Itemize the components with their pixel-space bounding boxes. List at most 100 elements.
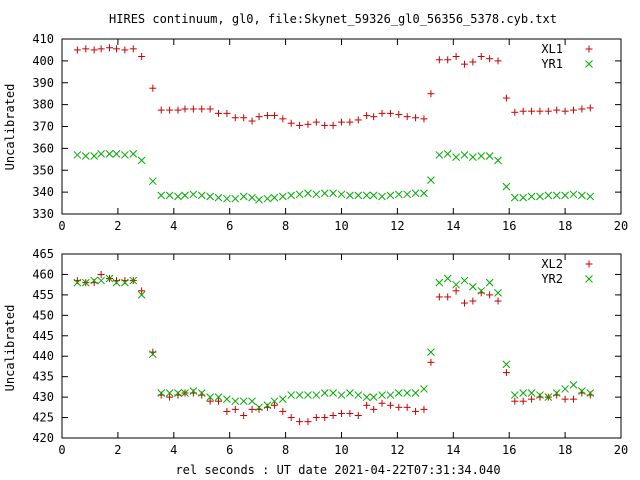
legend-marker bbox=[585, 45, 593, 53]
data-point bbox=[279, 115, 287, 123]
y-tick-label: 460 bbox=[32, 267, 54, 281]
data-point bbox=[578, 105, 586, 113]
data-point bbox=[90, 152, 98, 160]
data-point bbox=[362, 393, 371, 401]
data-point bbox=[337, 391, 346, 399]
data-point bbox=[329, 389, 337, 397]
x-tick-label: 8 bbox=[282, 219, 289, 233]
data-point bbox=[354, 391, 363, 399]
data-point bbox=[403, 403, 411, 411]
data-point bbox=[354, 116, 362, 124]
data-point bbox=[452, 153, 460, 161]
data-point bbox=[510, 193, 519, 202]
data-point bbox=[255, 195, 263, 204]
data-point bbox=[148, 350, 157, 359]
data-point bbox=[165, 191, 174, 200]
data-point bbox=[427, 358, 435, 366]
data-point bbox=[378, 192, 386, 201]
data-point bbox=[486, 55, 494, 63]
data-point bbox=[321, 414, 329, 422]
data-point bbox=[337, 190, 346, 199]
x-tick-label: 12 bbox=[390, 443, 404, 457]
data-point bbox=[215, 109, 223, 117]
data-point bbox=[386, 109, 394, 117]
data-point bbox=[527, 389, 536, 397]
data-point bbox=[166, 106, 174, 114]
data-point bbox=[97, 149, 105, 158]
data-point bbox=[427, 90, 435, 98]
y-tick-label: 350 bbox=[32, 163, 54, 177]
data-point bbox=[452, 287, 460, 295]
data-point bbox=[113, 45, 121, 53]
data-point bbox=[519, 389, 528, 397]
x-tick-label: 2 bbox=[114, 443, 121, 457]
data-point bbox=[586, 104, 594, 112]
data-point bbox=[510, 391, 519, 399]
data-point bbox=[460, 299, 468, 307]
data-point bbox=[569, 380, 578, 389]
data-point bbox=[263, 112, 271, 120]
data-point bbox=[486, 291, 494, 299]
data-point bbox=[129, 149, 138, 158]
data-point bbox=[519, 107, 527, 115]
data-point bbox=[81, 152, 90, 160]
data-point bbox=[304, 120, 312, 128]
y-tick-label: 450 bbox=[32, 308, 54, 322]
data-point bbox=[427, 348, 435, 356]
series-yr1 bbox=[73, 149, 595, 204]
legend-marker bbox=[585, 60, 593, 68]
data-point bbox=[304, 391, 312, 399]
data-point bbox=[248, 193, 256, 202]
data-point bbox=[304, 418, 312, 426]
y-tick-label: 400 bbox=[32, 54, 54, 68]
data-point bbox=[394, 389, 403, 397]
series-xl1 bbox=[73, 44, 594, 129]
data-point bbox=[435, 56, 443, 64]
data-point bbox=[223, 109, 231, 117]
x-tick-label: 18 bbox=[558, 219, 572, 233]
data-point bbox=[239, 192, 248, 201]
data-point bbox=[270, 397, 279, 406]
data-point bbox=[215, 397, 223, 405]
data-point bbox=[378, 391, 386, 399]
data-point bbox=[223, 395, 231, 404]
data-point bbox=[485, 152, 494, 160]
y-tick-label: 390 bbox=[32, 76, 54, 90]
data-point bbox=[536, 192, 544, 201]
data-point bbox=[460, 276, 469, 285]
x-tick-label: 20 bbox=[614, 219, 628, 233]
data-point bbox=[452, 280, 460, 289]
data-point bbox=[528, 107, 536, 115]
data-point bbox=[248, 117, 256, 125]
y-tick-label: 380 bbox=[32, 98, 54, 112]
data-point bbox=[477, 53, 485, 60]
data-point bbox=[255, 403, 263, 412]
y-tick-label: 440 bbox=[32, 349, 54, 363]
data-point bbox=[97, 276, 105, 285]
data-point bbox=[248, 397, 256, 406]
data-point bbox=[174, 106, 182, 114]
chart-title: HIRES continuum, gl0, file:Skynet_59326_… bbox=[109, 12, 557, 26]
data-point bbox=[189, 190, 198, 199]
data-point bbox=[444, 56, 452, 64]
data-point bbox=[321, 121, 329, 129]
data-point bbox=[312, 118, 320, 126]
data-point bbox=[73, 278, 82, 287]
data-point bbox=[137, 156, 146, 165]
data-point bbox=[412, 407, 420, 415]
legend-marker bbox=[585, 260, 593, 268]
data-point bbox=[223, 194, 231, 203]
data-point bbox=[82, 45, 90, 53]
data-point bbox=[112, 149, 121, 158]
data-point bbox=[206, 397, 214, 405]
data-point bbox=[138, 53, 146, 60]
data-point bbox=[420, 115, 428, 123]
data-point bbox=[197, 191, 206, 200]
data-point bbox=[197, 389, 206, 397]
data-point bbox=[544, 393, 553, 401]
data-point bbox=[469, 282, 477, 291]
data-point bbox=[411, 389, 420, 397]
data-point bbox=[278, 192, 287, 201]
data-point bbox=[395, 403, 403, 411]
